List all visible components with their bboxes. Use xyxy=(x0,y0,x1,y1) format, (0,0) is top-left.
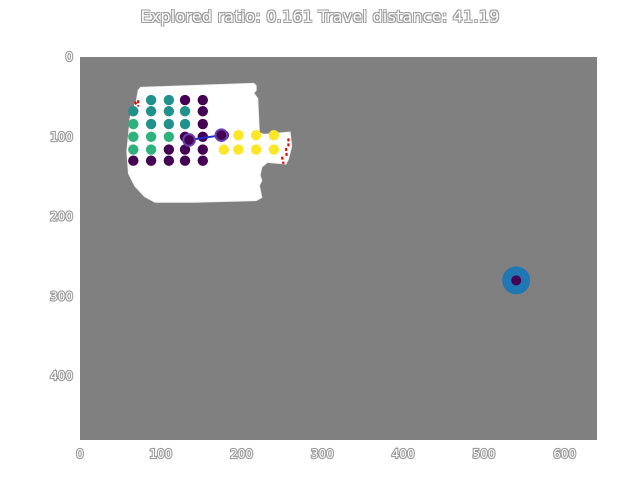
candidate-point xyxy=(128,144,139,155)
x-tick-label: 0 xyxy=(76,447,84,461)
candidate-point xyxy=(218,144,229,155)
candidate-point xyxy=(179,94,191,106)
x-tick-label: 200 xyxy=(230,447,253,461)
candidate-point xyxy=(197,155,208,166)
x-tick-label: 300 xyxy=(311,447,334,461)
candidate-point xyxy=(197,106,208,117)
candidate-point xyxy=(163,155,175,166)
candidate-point xyxy=(128,131,139,142)
candidate-point xyxy=(128,155,139,166)
x-tick-label: 400 xyxy=(392,447,415,461)
candidate-point xyxy=(179,155,191,166)
y-tick-label: 300 xyxy=(50,289,73,303)
x-tick-label: 500 xyxy=(472,447,495,461)
candidate-point xyxy=(145,155,157,166)
candidate-point xyxy=(197,144,208,155)
candidate-point xyxy=(145,144,157,155)
candidate-point xyxy=(179,106,191,117)
candidate-point xyxy=(163,144,175,155)
candidate-point xyxy=(145,106,157,117)
candidate-point xyxy=(145,118,157,130)
candidate-point xyxy=(128,118,139,130)
candidate-point xyxy=(145,131,157,142)
frontier-segment xyxy=(284,147,288,158)
candidate-point xyxy=(233,129,244,141)
y-tick-label: 100 xyxy=(50,130,73,144)
candidate-point xyxy=(163,106,175,117)
y-tick-label: 400 xyxy=(50,369,73,383)
candidate-point xyxy=(268,144,280,155)
candidate-point xyxy=(163,94,175,106)
candidate-point xyxy=(179,118,191,130)
candidate-point xyxy=(197,118,208,130)
y-tick-label: 0 xyxy=(65,50,73,64)
x-tick-label: 600 xyxy=(553,447,576,461)
candidate-point xyxy=(145,94,157,106)
candidate-point xyxy=(250,144,262,155)
candidate-point xyxy=(163,118,175,130)
candidate-point xyxy=(179,144,191,155)
candidate-point xyxy=(233,144,244,155)
candidate-point xyxy=(268,129,280,141)
candidate-point xyxy=(250,129,262,141)
chart-title: Explored ratio: 0.161 Travel distance: 4… xyxy=(140,7,500,26)
candidate-point xyxy=(128,106,139,117)
frontier-segment xyxy=(133,101,138,106)
candidate-point xyxy=(197,131,208,142)
candidate-point xyxy=(197,94,208,106)
path-waypoint xyxy=(182,133,196,147)
y-tick-label: 200 xyxy=(50,210,73,224)
frontier-segment xyxy=(280,156,285,165)
candidate-point xyxy=(163,131,175,142)
path-waypoint xyxy=(214,128,229,142)
target-marker-inner xyxy=(511,275,522,286)
x-tick-label: 100 xyxy=(149,447,172,461)
